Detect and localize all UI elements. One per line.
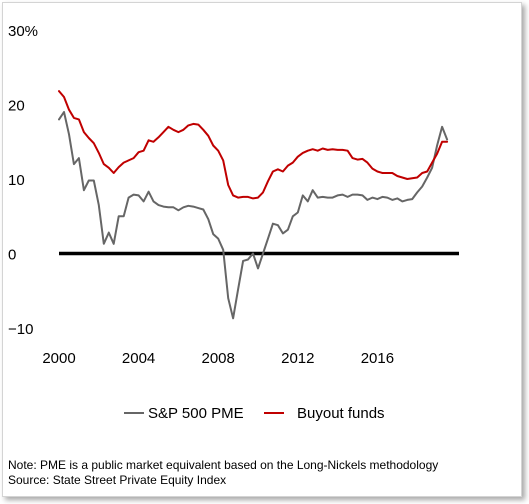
legend: S&P 500 PME Buyout funds (124, 405, 385, 422)
legend-sp500-pme: S&P 500 PME (124, 405, 244, 422)
y-tick-label: 0 (8, 247, 16, 264)
methodology-note: Note: PME is a public market equivalent … (8, 458, 439, 472)
x-tick-label: 2000 (42, 350, 75, 367)
legend-label: S&P 500 PME (148, 405, 244, 422)
x-tick-label: 2016 (361, 350, 394, 367)
x-tick-label: 2008 (202, 350, 235, 367)
y-tick-label: 30% (8, 23, 38, 40)
x-tick-label: 2012 (281, 350, 314, 367)
legend-buyout-funds: Buyout funds (264, 405, 385, 422)
legend-label: Buyout funds (297, 405, 385, 422)
chart-frame (2, 2, 522, 497)
buyout-funds-line (58, 90, 449, 200)
y-tick-label: 20 (8, 98, 25, 115)
y-tick-label: 10 (8, 172, 25, 189)
sp500-pme-line (58, 111, 449, 320)
x-tick-label: 2004 (122, 350, 155, 367)
series-lines (58, 90, 449, 320)
y-axis-ticks: 30% 20 10 0 −10 (8, 23, 38, 338)
x-axis-ticks: 2000 2004 2008 2012 2016 (42, 350, 394, 367)
source-note: Source: State Street Private Equity Inde… (8, 473, 227, 487)
y-tick-label: −10 (8, 321, 33, 338)
